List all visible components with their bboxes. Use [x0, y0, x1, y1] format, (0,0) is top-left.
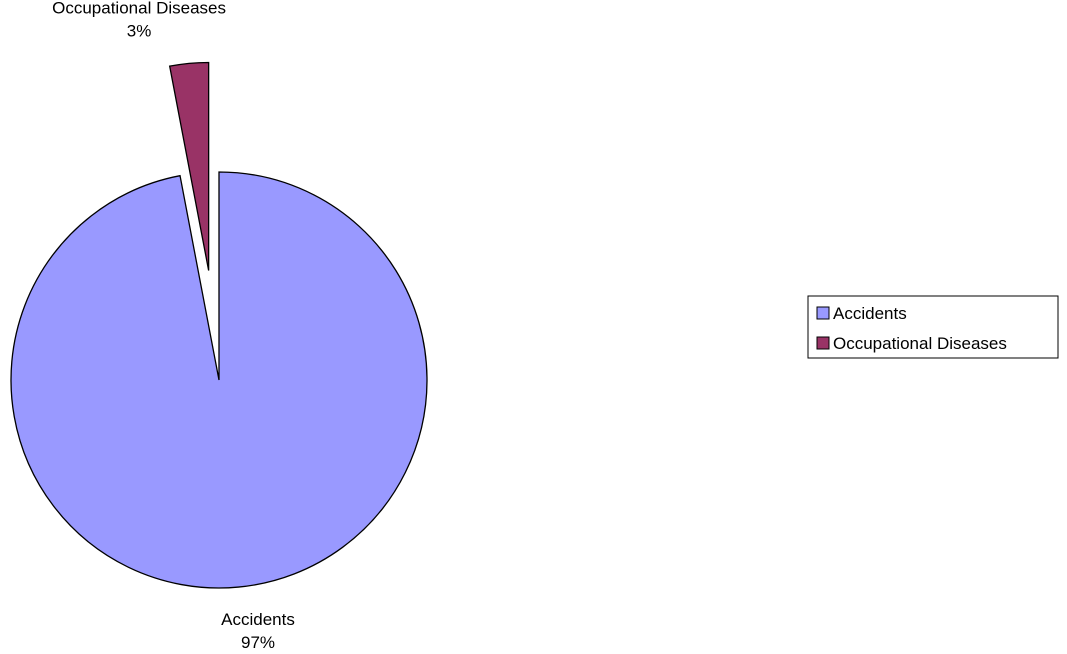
legend-label-occupational-diseases: Occupational Diseases [833, 334, 1007, 353]
legend-label-accidents: Accidents [833, 304, 907, 323]
data-label-name-occupational-diseases: Occupational Diseases [52, 0, 226, 17]
pie-slice-accidents [10, 171, 428, 589]
data-label-value-accidents: 97% [241, 633, 275, 652]
chart-legend: Accidents Occupational Diseases [807, 295, 1059, 359]
pie-slice-occupational-diseases [168, 61, 210, 271]
pie-slices [10, 61, 428, 589]
legend-swatch-occupational-diseases [816, 336, 830, 350]
data-label-value-occupational-diseases: 3% [127, 21, 152, 40]
pie-data-labels: Accidents 97% Occupational Diseases 3% [52, 0, 295, 652]
data-label-name-accidents: Accidents [221, 610, 295, 629]
legend-frame [807, 295, 1059, 359]
legend-swatch-accidents [816, 306, 830, 320]
